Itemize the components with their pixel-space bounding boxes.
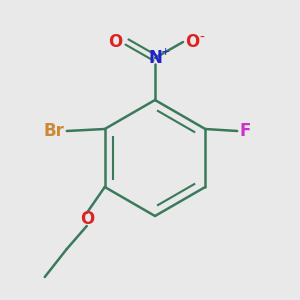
Text: +: + bbox=[161, 47, 170, 57]
Text: O: O bbox=[108, 33, 122, 51]
Text: -: - bbox=[199, 31, 204, 45]
Text: F: F bbox=[239, 122, 250, 140]
Text: O: O bbox=[80, 210, 94, 228]
Text: Br: Br bbox=[44, 122, 65, 140]
Text: N: N bbox=[148, 49, 162, 67]
Text: O: O bbox=[185, 33, 199, 51]
